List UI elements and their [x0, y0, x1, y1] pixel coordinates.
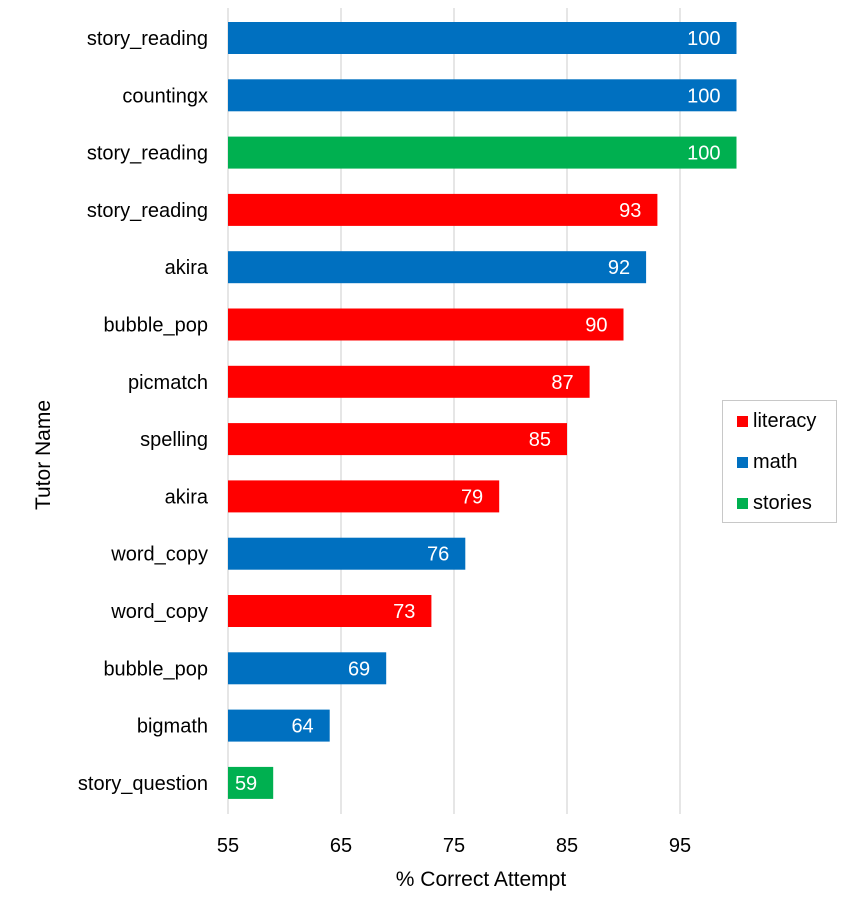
legend-item-literacy: literacy: [737, 410, 816, 432]
bar-value-label: 69: [348, 658, 370, 680]
legend-swatch-stories: [737, 497, 748, 509]
category-label-word_copy: word_copy: [110, 601, 208, 623]
category-label-word_copy: word_copy: [110, 544, 208, 566]
y-axis-title: Tutor Name: [32, 400, 55, 510]
grid-lines: [227, 8, 681, 814]
category-label-bubble_pop: bubble_pop: [103, 658, 208, 680]
bar-story_reading-stories: [228, 136, 737, 169]
category-label-story_reading: story_reading: [87, 200, 208, 222]
category-label-picmatch: picmatch: [128, 372, 208, 394]
legend-swatch-literacy: [737, 415, 748, 427]
bar-bigmath-math: [228, 709, 330, 742]
bar-value-label: 90: [585, 315, 607, 337]
bar-value-label: 100: [687, 85, 720, 107]
x-tick-labels: 55 65 75 85 95: [217, 835, 691, 857]
bar-bubble_pop-literacy: [228, 308, 624, 341]
bar-value-label: 87: [551, 372, 573, 394]
bar-value-label: 92: [608, 257, 630, 279]
category-label-story_reading: story_reading: [87, 28, 208, 50]
x-tick-label-55: 55: [217, 835, 239, 857]
legend-swatch-math: [737, 456, 748, 468]
bar-value-label: 76: [427, 544, 449, 566]
legend-item-stories: stories: [737, 492, 812, 514]
bar-value-label: 100: [687, 28, 720, 50]
bar-akira-math: [228, 251, 647, 284]
bar-value-label: 79: [461, 486, 483, 508]
bar-story_reading-math: [228, 22, 737, 54]
bars-group: 100 100 100 93 92 90 87 85 79 76 73 69 64 59: [228, 22, 737, 799]
legend-item-math: math: [737, 451, 797, 473]
category-label-story_reading: story_reading: [87, 143, 208, 165]
bar-spelling-literacy: [228, 423, 567, 456]
bar-value-label: 59: [235, 773, 257, 795]
x-tick-label-95: 95: [669, 835, 691, 857]
bar-picmatch-literacy: [228, 365, 590, 398]
bar-value-label: 73: [393, 601, 415, 623]
x-tick-label-85: 85: [556, 835, 578, 857]
legend-label-stories: stories: [753, 491, 812, 514]
category-label-bigmath: bigmath: [137, 716, 208, 738]
x-tick-label-75: 75: [443, 835, 465, 857]
category-label-spelling: spelling: [140, 429, 208, 451]
bar-value-label: 64: [291, 716, 313, 738]
category-label-countingx: countingx: [122, 85, 208, 107]
x-axis-title: % Correct Attempt: [396, 868, 567, 891]
bar-bubble_pop-math: [228, 652, 387, 685]
bar-story_reading-literacy: [228, 193, 658, 226]
bar-value-label: 100: [687, 143, 720, 165]
bar-value-label: 93: [619, 200, 641, 222]
bar-akira-literacy: [228, 480, 500, 513]
bar-word_copy-math: [228, 537, 466, 570]
legend-label-literacy: literacy: [753, 409, 817, 432]
category-label-bubble_pop: bubble_pop: [103, 315, 208, 337]
legend: literacy math stories: [722, 400, 837, 523]
legend-label-math: math: [753, 450, 798, 473]
x-tick-label-65: 65: [330, 835, 352, 857]
bar-countingx-math: [228, 79, 737, 112]
category-label-akira: akira: [165, 257, 209, 279]
category-label-akira: akira: [165, 486, 209, 508]
bar-word_copy-literacy: [228, 595, 432, 627]
bar-story_question-stories: [228, 766, 274, 799]
bar-value-label: 85: [529, 429, 551, 451]
category-label-story_question: story_question: [78, 773, 208, 795]
category-labels: story_readingcountingxstory_readingstory…: [78, 28, 209, 795]
